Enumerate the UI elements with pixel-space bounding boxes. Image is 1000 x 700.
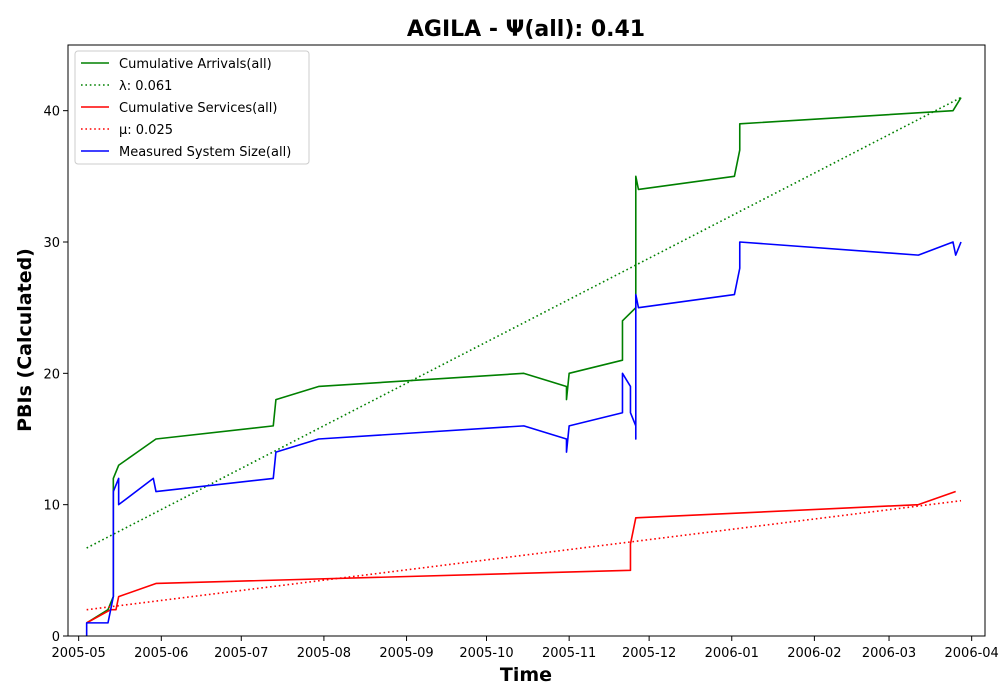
x-tick-label: 2005-06 [134,646,188,661]
y-axis-label: PBIs (Calculated) [14,248,36,432]
series-line-cumulative-services-all [86,490,956,624]
chart-title: AGILA - Ψ(all): 0.41 [407,17,645,42]
legend-label: Measured System Size(all) [119,145,291,160]
x-tick-label: 2006-04 [945,646,999,661]
x-tick-label: 2005-07 [214,646,268,661]
series-line-0-061 [86,96,962,549]
y-tick-label: 30 [43,236,60,251]
x-tick-label: 2005-05 [51,646,105,661]
y-tick-label: 0 [52,630,60,645]
x-tick-label: 2005-11 [542,646,596,661]
series-line-cumulative-arrivals-all [86,97,962,624]
y-tick-label: 40 [43,105,60,120]
y-axis: 0 10 20 30 40 [43,105,68,645]
series-line-0-025 [86,499,962,611]
legend-label: λ: 0.061 [119,79,172,94]
x-axis: 2005-05 2005-06 2005-07 2005-08 2005-09 2005-… [51,636,999,661]
legend-label: Cumulative Arrivals(all) [119,57,272,72]
series-layer [85,96,962,636]
x-tick-label: 2006-03 [862,646,916,661]
y-tick-label: 10 [43,499,60,514]
plot-frame [67,44,986,637]
series-line-measured-system-size-all [85,241,962,636]
x-axis-label: Time [500,664,552,686]
x-tick-label: 2006-01 [705,646,759,661]
x-tick-label: 2005-10 [459,646,513,661]
x-tick-label: 2005-08 [297,646,351,661]
x-tick-label: 2005-09 [379,646,433,661]
legend-label: Cumulative Services(all) [119,101,277,116]
legend-label: μ: 0.025 [119,123,173,138]
x-tick-label: 2005-12 [622,646,676,661]
x-tick-label: 2006-02 [787,646,841,661]
legend: Cumulative Arrivals(all) λ: 0.061 Cumulati… [74,50,310,165]
y-tick-label: 20 [43,367,60,382]
legend-box [74,50,310,165]
